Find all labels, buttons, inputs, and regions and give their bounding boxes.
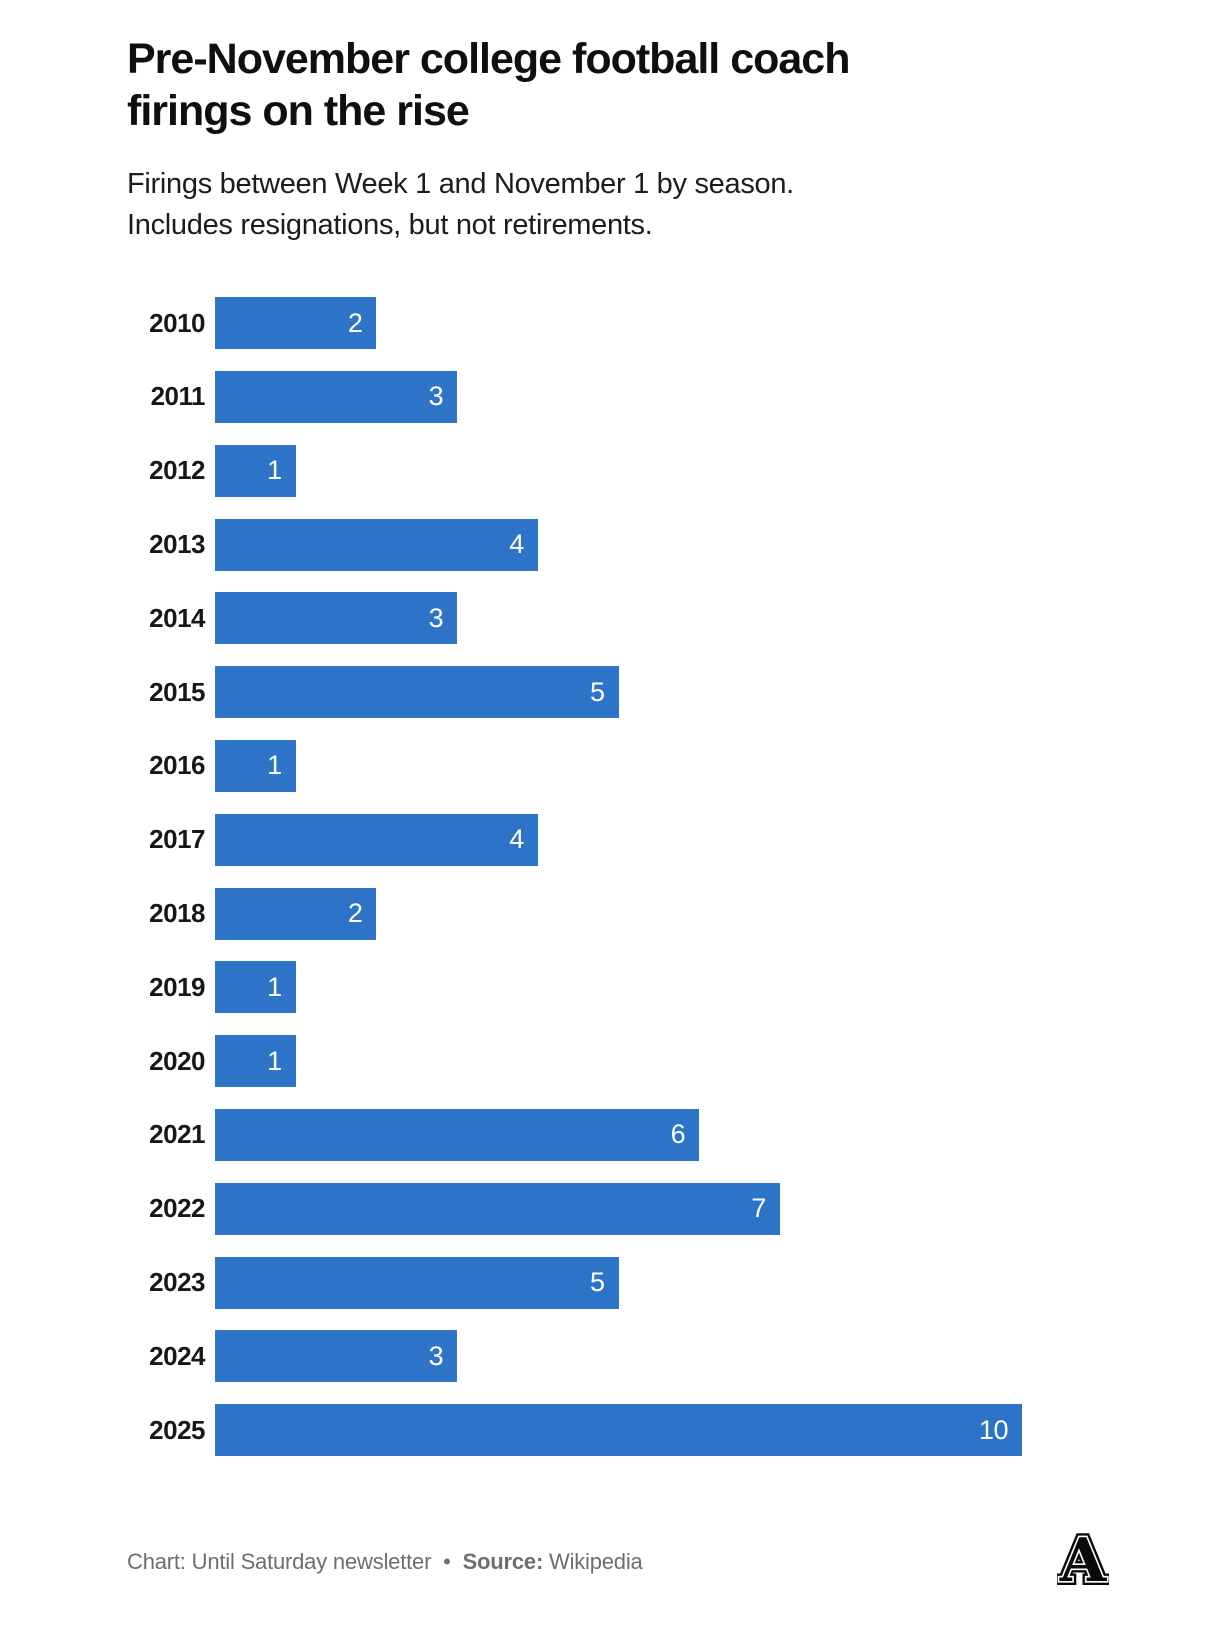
category-label: 2020 [149, 1045, 205, 1076]
bar-track: 3 [215, 1330, 1022, 1383]
chart-row: 2012 1 [127, 434, 1131, 508]
bar-track: 2 [215, 887, 1022, 940]
bar-track: 4 [215, 813, 1022, 866]
svg-text:A: A [1059, 1526, 1108, 1589]
bar-value-label: 4 [509, 529, 524, 560]
chart-row: 2021 6 [127, 1098, 1131, 1172]
category-label: 2025 [149, 1414, 205, 1445]
bar: 3 [215, 1330, 458, 1383]
bar-track: 4 [215, 518, 1022, 571]
bar: 1 [215, 739, 296, 792]
chart-row: 2011 3 [127, 360, 1131, 434]
chart-row: 2018 2 [127, 877, 1131, 951]
category-label: 2022 [149, 1193, 205, 1224]
bar-track: 1 [215, 961, 1022, 1014]
category-label: 2023 [149, 1267, 205, 1297]
bar-track: 3 [215, 370, 1022, 423]
chart-row: 2017 4 [127, 803, 1131, 877]
chart-row: 2025 10 [127, 1393, 1131, 1467]
chart-row: 2020 1 [127, 1024, 1131, 1098]
bar: 4 [215, 518, 538, 571]
chart-row: 2019 1 [127, 950, 1131, 1024]
bar-track: 3 [215, 592, 1022, 645]
chart-row: 2013 4 [127, 508, 1131, 582]
bar-value-label: 3 [428, 1340, 444, 1371]
bar-value-label: 5 [589, 676, 605, 707]
category-label: 2012 [149, 455, 205, 486]
svg-text:A: A [1059, 1526, 1108, 1589]
bar-value-label: 2 [347, 307, 363, 338]
chart-credit: Until Saturday newsletter [191, 1549, 432, 1574]
bar-track: 2 [215, 297, 1022, 350]
bar-chart: 2010 2 2011 3 2012 1 2013 4 2014 3 2015 5 2016 1 2017 4… [127, 286, 1131, 1467]
bar: 1 [215, 444, 296, 497]
bar-value-label: 1 [267, 455, 282, 486]
bar-value-label: 3 [428, 381, 444, 412]
bar: 1 [215, 961, 296, 1014]
category-label: 2015 [149, 676, 205, 707]
bar-value-label: 1 [267, 750, 282, 781]
chart-row: 2014 3 [127, 581, 1131, 655]
category-label: 2016 [149, 750, 205, 781]
credits-line: Chart: Until Saturday newsletter • Sourc… [127, 1549, 643, 1589]
category-label: 2024 [149, 1340, 205, 1371]
bar: 3 [215, 592, 458, 645]
category-label: 2013 [149, 529, 205, 560]
bar-track: 5 [215, 1256, 1022, 1309]
chart-row: 2016 1 [127, 729, 1131, 803]
category-label: 2011 [150, 381, 206, 412]
bar-track: 1 [215, 444, 1022, 497]
bar-track: 10 [215, 1404, 1022, 1457]
bar-value-label: 7 [751, 1193, 766, 1224]
bar: 10 [215, 1404, 1022, 1457]
source-label: Source: [462, 1549, 544, 1574]
chart-credit-label: Chart: [127, 1549, 186, 1574]
bar-track: 5 [215, 666, 1022, 719]
chart-row: 2024 3 [127, 1319, 1131, 1393]
bar: 2 [215, 297, 377, 350]
category-label: 2019 [149, 971, 205, 1002]
chart-row: 2010 2 [127, 286, 1131, 360]
chart-row: 2023 5 [127, 1246, 1131, 1320]
bar-value-label: 4 [509, 824, 524, 855]
chart-title: Pre-November college football coach firi… [127, 35, 850, 136]
category-label: 2021 [149, 1119, 205, 1150]
category-label: 2014 [149, 602, 205, 633]
chart-footer: Chart: Until Saturday newsletter • Sourc… [127, 1523, 1131, 1589]
credit-separator: • [443, 1549, 451, 1574]
bar-value-label: 6 [670, 1119, 686, 1150]
source-name: Wikipedia [549, 1549, 643, 1574]
bar: 2 [215, 887, 377, 940]
category-label: 2017 [149, 824, 205, 855]
bar: 5 [215, 666, 619, 719]
bar: 7 [215, 1182, 780, 1235]
bar: 5 [215, 1256, 619, 1309]
bar-value-label: 1 [267, 971, 282, 1002]
the-athletic-a-logo: A A A [1057, 1523, 1109, 1589]
bar-track: 1 [215, 739, 1022, 792]
bar: 3 [215, 370, 458, 423]
chart-row: 2022 7 [127, 1172, 1131, 1246]
bar-track: 6 [215, 1108, 1022, 1161]
chart-subtitle: Firings between Week 1 and November 1 by… [127, 167, 794, 242]
bar-track: 1 [215, 1035, 1022, 1088]
bar: 6 [215, 1108, 700, 1161]
bar-value-label: 2 [347, 898, 363, 929]
bar: 1 [215, 1035, 296, 1088]
bar-value-label: 1 [267, 1045, 282, 1076]
category-label: 2018 [149, 898, 205, 929]
svg-text:A: A [1059, 1526, 1108, 1589]
chart-row: 2015 5 [127, 655, 1131, 729]
bar-value-label: 5 [589, 1267, 605, 1297]
chart-card: Pre-November college football coach firi… [127, 35, 1131, 1589]
bar: 4 [215, 813, 538, 866]
bar-track: 7 [215, 1182, 1022, 1235]
bar-value-label: 3 [428, 602, 444, 633]
bar-value-label: 10 [978, 1414, 1009, 1445]
category-label: 2010 [149, 307, 205, 338]
